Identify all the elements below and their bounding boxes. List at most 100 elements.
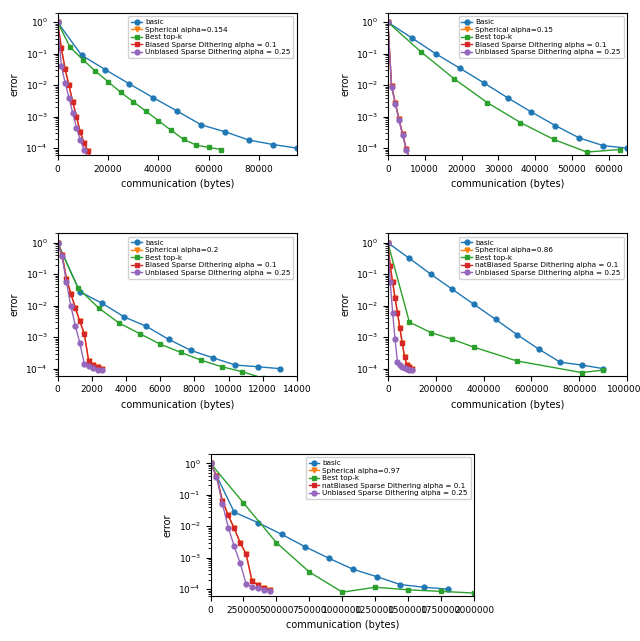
Unbiased Sparse Dithering alpha = 0.25 bbox=[76, 339, 84, 347]
Spherical alpha=0.2 bbox=[85, 358, 93, 365]
Biased Sparse Dithering alpha = 0.1 bbox=[410, 169, 417, 176]
Unbiased Sparse Dithering alpha = 0.25 bbox=[406, 366, 413, 374]
Biased Sparse Dithering alpha = 0.1 bbox=[76, 317, 84, 325]
Best top-k bbox=[154, 117, 162, 124]
Spherical alpha=0.2 bbox=[72, 304, 79, 312]
Legend: basic, Spherical alpha=0.97, Best top-k, natBiased Sparse Dithering alpha = 0.1,: basic, Spherical alpha=0.97, Best top-k,… bbox=[306, 458, 470, 499]
Unbiased Sparse Dithering alpha = 0.25 bbox=[63, 279, 70, 287]
Spherical alpha=0.2 bbox=[76, 317, 84, 325]
basic bbox=[125, 80, 133, 88]
Legend: basic, Spherical alpha=0.154, Best top-k, Biased Sparse Dithering alpha = 0.1, U: basic, Spherical alpha=0.154, Best top-k… bbox=[128, 17, 293, 58]
Best top-k bbox=[280, 381, 287, 389]
basic bbox=[221, 128, 229, 136]
Best top-k bbox=[513, 357, 521, 365]
Spherical alpha=0.15 bbox=[417, 185, 425, 193]
natBiased Sparse Dithering alpha = 0.1 bbox=[387, 262, 394, 270]
natBiased Sparse Dithering alpha = 0.1 bbox=[218, 497, 226, 504]
Biased Sparse Dithering alpha = 0.1 bbox=[58, 44, 65, 52]
Best top-k bbox=[470, 589, 478, 597]
Unbiased Sparse Dithering alpha = 0.25 bbox=[225, 524, 232, 531]
Unbiased Sparse Dithering alpha = 0.25 bbox=[410, 169, 417, 177]
Basic bbox=[575, 134, 583, 142]
Best top-k bbox=[372, 583, 380, 591]
Unbiased Sparse Dithering alpha = 0.25 bbox=[406, 158, 414, 165]
Unbiased Sparse Dithering alpha = 0.25 bbox=[413, 179, 421, 187]
basic bbox=[269, 140, 277, 148]
Spherical alpha=0.2 bbox=[98, 365, 106, 373]
Unbiased Sparse Dithering alpha = 0.25 bbox=[218, 500, 226, 508]
Line: basic: basic bbox=[385, 240, 605, 371]
Unbiased Sparse Dithering alpha = 0.25 bbox=[81, 360, 88, 367]
Line: Unbiased Sparse Dithering alpha = 0.25: Unbiased Sparse Dithering alpha = 0.25 bbox=[208, 461, 272, 594]
Y-axis label: error: error bbox=[340, 293, 350, 316]
Spherical alpha=0.86 bbox=[406, 363, 413, 370]
Biased Sparse Dithering alpha = 0.1 bbox=[421, 192, 429, 200]
Line: Best top-k: Best top-k bbox=[208, 461, 477, 595]
Unbiased Sparse Dithering alpha = 0.25 bbox=[243, 580, 250, 588]
Unbiased Sparse Dithering alpha = 0.25 bbox=[408, 367, 415, 374]
natBiased Sparse Dithering alpha = 0.1 bbox=[266, 586, 274, 594]
Biased Sparse Dithering alpha = 0.1 bbox=[417, 185, 425, 193]
Legend: basic, Spherical alpha=0.86, Best top-k, natBiased Sparse Dithering alpha = 0.1,: basic, Spherical alpha=0.86, Best top-k,… bbox=[459, 237, 623, 279]
Best top-k bbox=[115, 319, 123, 327]
Line: Spherical alpha=0.97: Spherical alpha=0.97 bbox=[208, 461, 272, 592]
Unbiased Sparse Dithering alpha = 0.25 bbox=[58, 62, 65, 70]
Basic bbox=[432, 50, 440, 58]
Basic bbox=[408, 34, 415, 42]
X-axis label: communication (bytes): communication (bytes) bbox=[120, 400, 234, 410]
Line: Biased Sparse Dithering alpha = 0.1: Biased Sparse Dithering alpha = 0.1 bbox=[55, 240, 104, 372]
Basic bbox=[623, 144, 631, 152]
Spherical alpha=0.97 bbox=[266, 586, 274, 594]
Biased Sparse Dithering alpha = 0.1 bbox=[88, 155, 95, 163]
basic bbox=[165, 335, 173, 343]
Biased Sparse Dithering alpha = 0.1 bbox=[81, 329, 88, 337]
Unbiased Sparse Dithering alpha = 0.25 bbox=[388, 83, 396, 90]
Spherical alpha=0.154 bbox=[84, 147, 92, 155]
Best top-k bbox=[384, 19, 392, 26]
Spherical alpha=0.15 bbox=[392, 99, 399, 106]
Best top-k bbox=[129, 98, 137, 106]
Unbiased Sparse Dithering alpha = 0.25 bbox=[266, 587, 274, 595]
natBiased Sparse Dithering alpha = 0.1 bbox=[254, 581, 262, 589]
Spherical alpha=0.97 bbox=[218, 497, 226, 504]
Spherical alpha=0.154 bbox=[80, 138, 88, 146]
basic bbox=[54, 19, 61, 26]
Spherical alpha=0.15 bbox=[399, 130, 406, 138]
Spherical alpha=0.154 bbox=[88, 155, 95, 163]
X-axis label: communication (bytes): communication (bytes) bbox=[120, 179, 234, 189]
Best top-k bbox=[417, 48, 425, 56]
Best top-k bbox=[79, 56, 86, 63]
Best top-k bbox=[451, 75, 458, 83]
Unbiased Sparse Dithering alpha = 0.25 bbox=[236, 560, 244, 567]
Unbiased Sparse Dithering alpha = 0.25 bbox=[90, 364, 97, 372]
Best top-k bbox=[404, 586, 412, 594]
natBiased Sparse Dithering alpha = 0.1 bbox=[384, 239, 392, 247]
Basic bbox=[480, 79, 488, 87]
Line: Best top-k: Best top-k bbox=[385, 20, 622, 154]
Biased Sparse Dithering alpha = 0.1 bbox=[76, 128, 84, 136]
basic bbox=[245, 137, 253, 144]
Unbiased Sparse Dithering alpha = 0.25 bbox=[207, 460, 214, 467]
Best top-k bbox=[427, 329, 435, 337]
Best top-k bbox=[92, 67, 99, 75]
basic bbox=[230, 508, 238, 516]
Biased Sparse Dithering alpha = 0.1 bbox=[58, 251, 66, 258]
Line: Best top-k: Best top-k bbox=[55, 240, 285, 388]
Unbiased Sparse Dithering alpha = 0.25 bbox=[392, 100, 399, 108]
Spherical alpha=0.15 bbox=[413, 177, 421, 185]
basic bbox=[278, 531, 285, 538]
Unbiased Sparse Dithering alpha = 0.25 bbox=[54, 19, 61, 26]
basic bbox=[209, 354, 217, 362]
Best top-k bbox=[583, 148, 591, 156]
Spherical alpha=0.2 bbox=[54, 239, 61, 247]
Best top-k bbox=[438, 588, 445, 595]
Line: Unbiased Sparse Dithering alpha = 0.25: Unbiased Sparse Dithering alpha = 0.25 bbox=[385, 240, 414, 373]
Line: Unbiased Sparse Dithering alpha = 0.25: Unbiased Sparse Dithering alpha = 0.25 bbox=[385, 20, 427, 199]
Unbiased Sparse Dithering alpha = 0.25 bbox=[94, 366, 102, 374]
Unbiased Sparse Dithering alpha = 0.25 bbox=[73, 124, 81, 131]
Line: Best top-k: Best top-k bbox=[55, 20, 224, 152]
Unbiased Sparse Dithering alpha = 0.25 bbox=[387, 279, 394, 287]
Unbiased Sparse Dithering alpha = 0.25 bbox=[398, 363, 406, 370]
Y-axis label: error: error bbox=[10, 72, 20, 96]
basic bbox=[98, 299, 106, 307]
